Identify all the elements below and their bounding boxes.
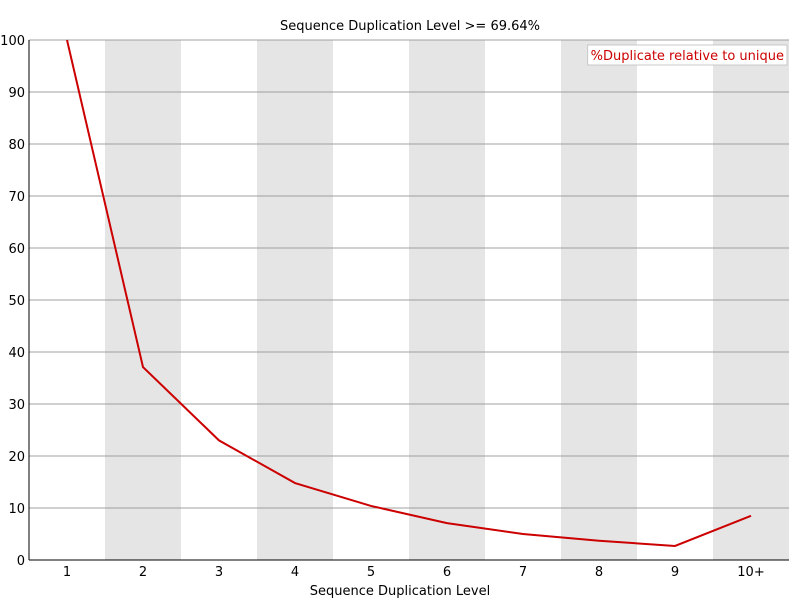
y-tick-label: 20: [8, 450, 25, 465]
x-tick-label: 5: [367, 565, 375, 580]
y-tick-label: 30: [8, 398, 25, 413]
x-axis-label: Sequence Duplication Level: [310, 584, 490, 599]
x-tick-label: 6: [443, 565, 451, 580]
y-tick-label: 70: [8, 190, 25, 205]
y-tick-labels: 0 10 20 30 40 50 60 70 80 90 100: [0, 34, 25, 569]
y-tick-label: 40: [8, 346, 25, 361]
y-tick-label: 90: [8, 86, 25, 101]
y-tick-label: 80: [8, 138, 25, 153]
x-tick-label: 3: [215, 565, 223, 580]
legend: %Duplicate relative to unique: [588, 45, 787, 65]
y-tick-label: 50: [8, 294, 25, 309]
x-tick-label: 9: [671, 565, 679, 580]
x-tick-label: 2: [139, 565, 147, 580]
x-tick-label: 8: [595, 565, 603, 580]
y-tick-label: 10: [8, 502, 25, 517]
x-tick-label: 1: [63, 565, 71, 580]
legend-label: %Duplicate relative to unique: [591, 49, 784, 64]
y-tick-label: 0: [17, 554, 25, 569]
x-tick-labels: 1 2 3 4 5 6 7 8 9 10+: [63, 565, 765, 580]
chart-title: Sequence Duplication Level >= 69.64%: [280, 19, 540, 34]
x-tick-label: 10+: [737, 565, 764, 580]
x-tick-label: 4: [291, 565, 299, 580]
y-tick-label: 100: [0, 34, 25, 49]
y-tick-label: 60: [8, 242, 25, 257]
x-tick-label: 7: [519, 565, 527, 580]
